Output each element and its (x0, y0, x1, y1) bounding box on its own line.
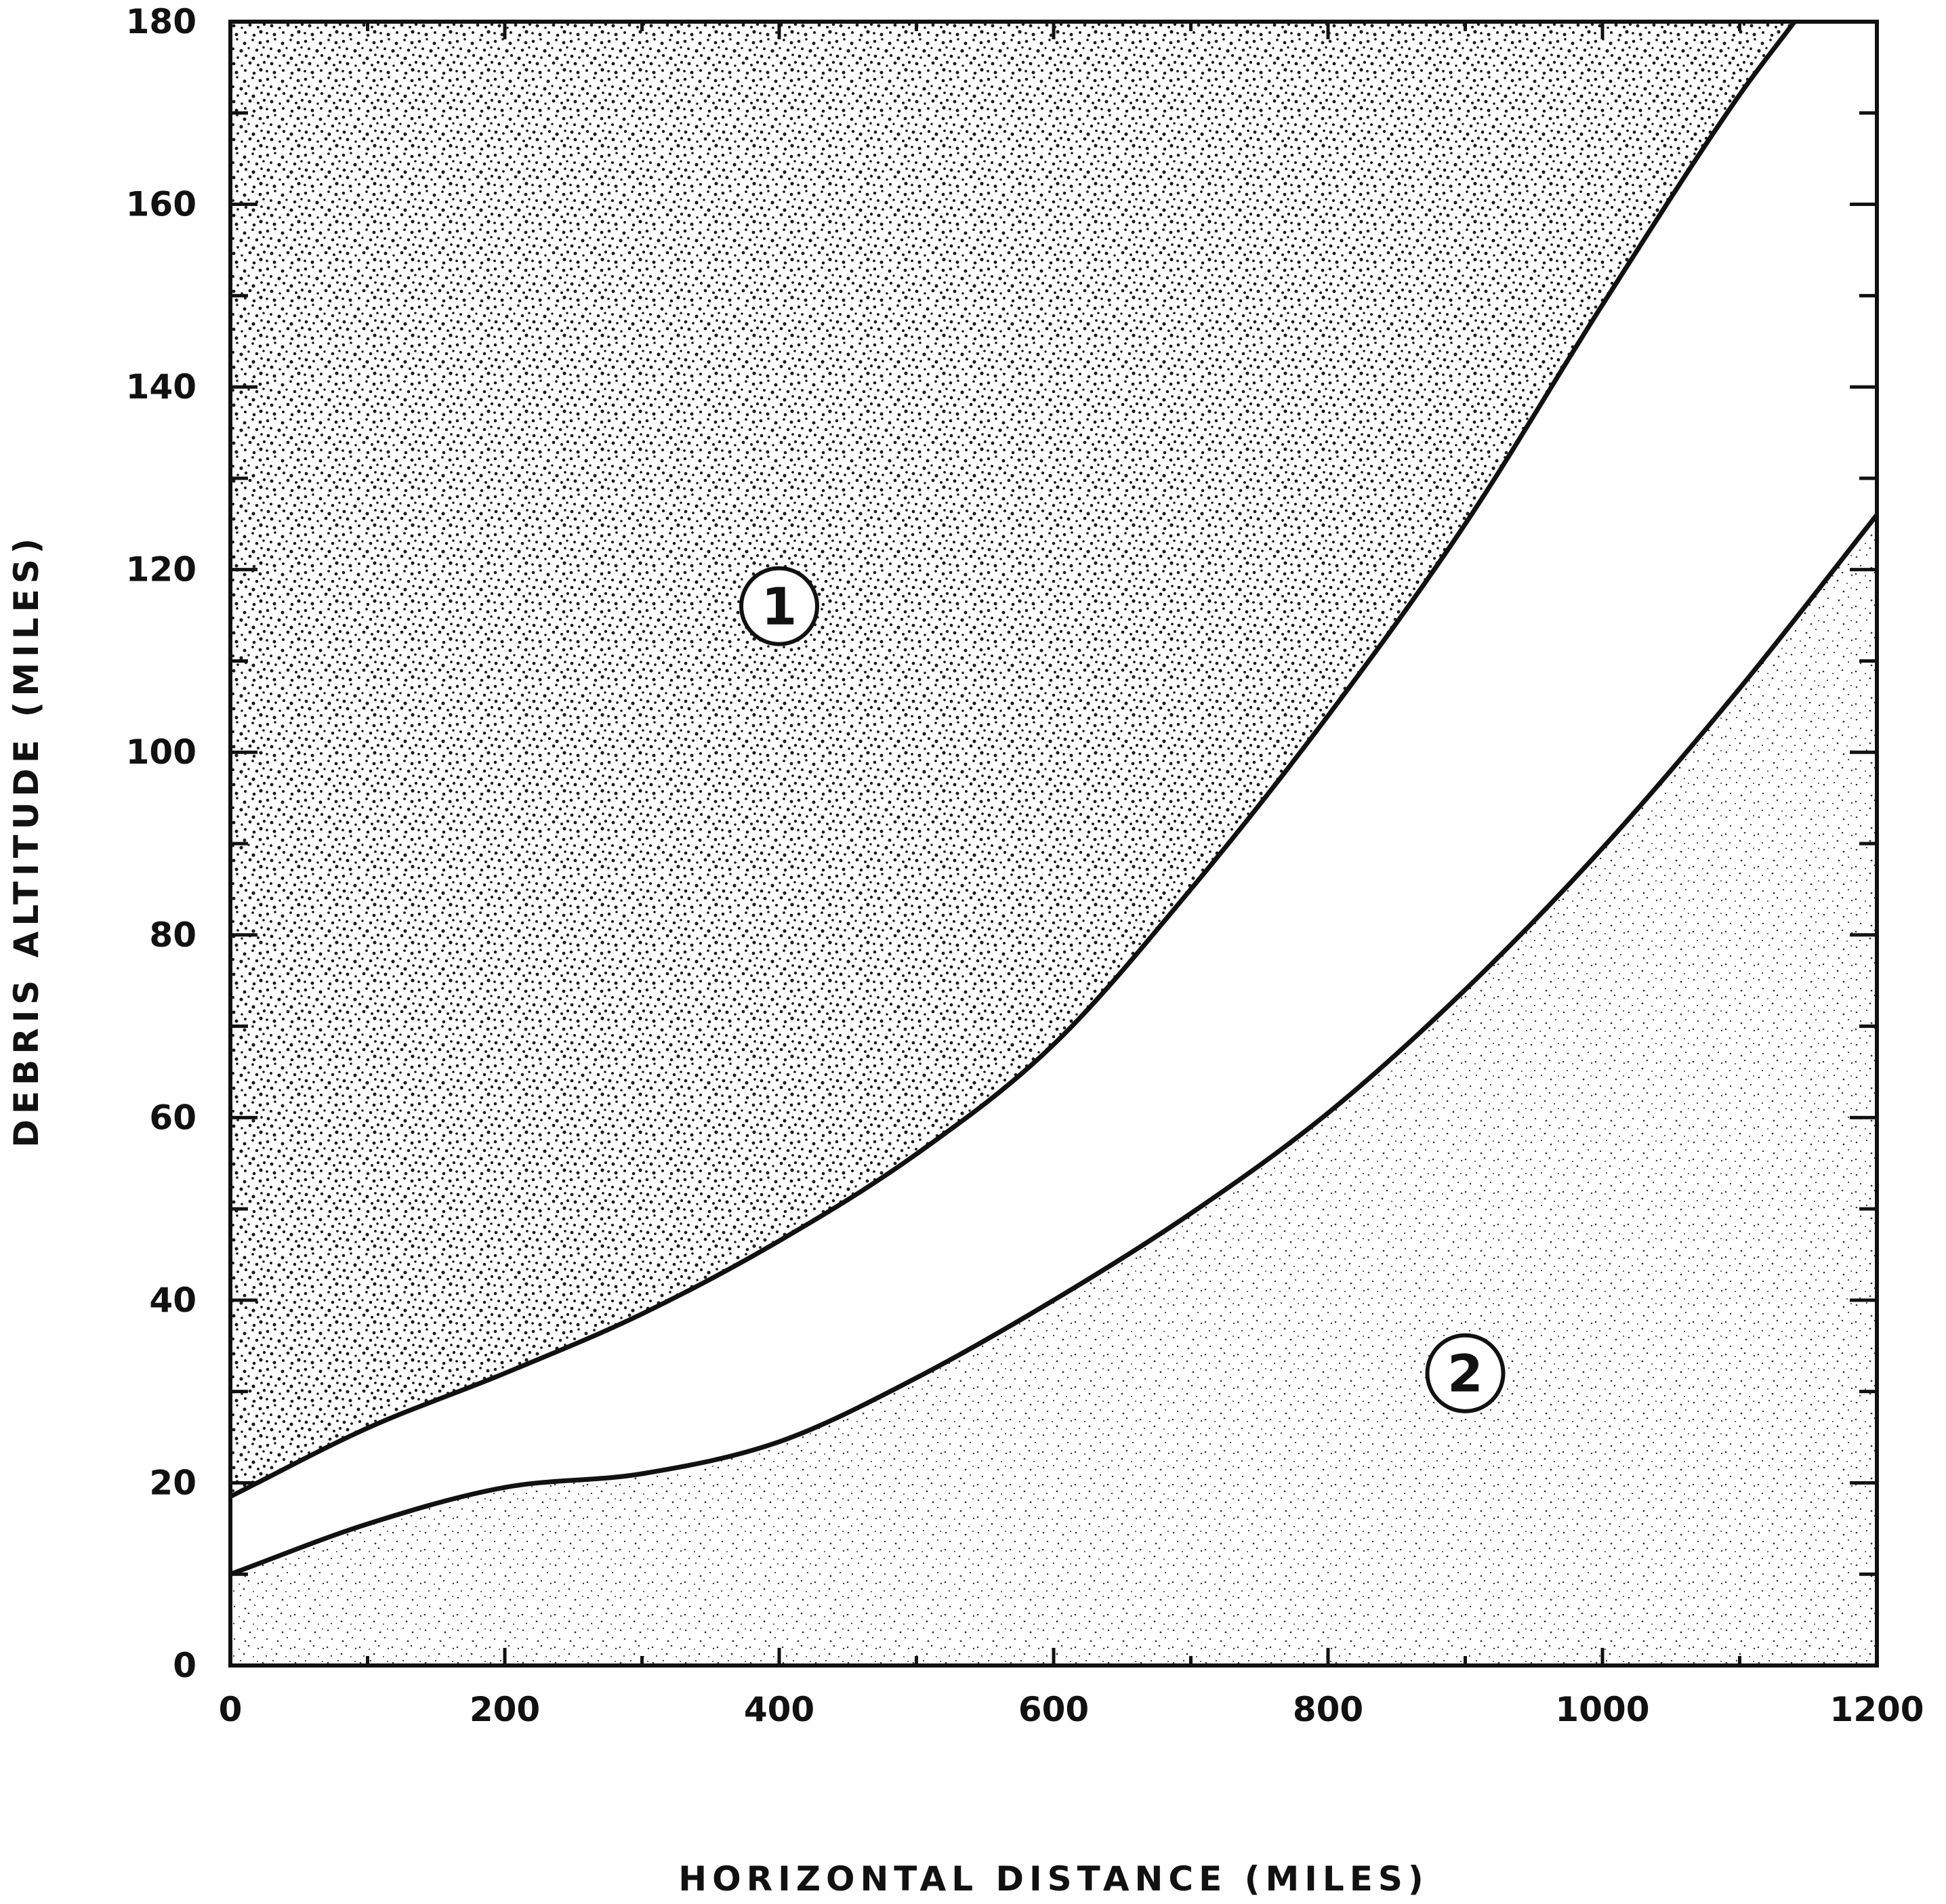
x-axis-label: HORIZONTAL DISTANCE (MILES) (678, 1859, 1428, 1899)
y-tick-label: 20 (149, 1463, 196, 1502)
y-tick-label: 160 (126, 185, 196, 224)
curves-layer (230, 22, 1877, 1577)
x-tick-label: 1000 (1555, 1690, 1649, 1729)
ticks-layer: 0 200 400 600 800 1000 1200 0 20 40 60 80 100 120 140 1… (126, 2, 1924, 1729)
x-tick-label: 400 (744, 1690, 814, 1729)
region-label-circle (1425, 1333, 1506, 1413)
region-label-text: 1 (762, 577, 798, 637)
x-tick-label: 200 (470, 1690, 540, 1729)
upper-boundary-line (230, 22, 1797, 1499)
lower-boundary-line (230, 512, 1877, 1577)
x-tick-label: 0 (219, 1690, 243, 1729)
y-tick-label: 80 (149, 915, 196, 955)
x-tick-label: 1200 (1829, 1690, 1924, 1729)
labels-layer: 12 (739, 566, 1506, 1413)
region-label-1: 1 (739, 566, 819, 646)
y-tick-label: 120 (126, 550, 196, 589)
region-label-text: 2 (1447, 1344, 1483, 1404)
region-label-2: 2 (1425, 1333, 1506, 1413)
y-tick-label: 140 (126, 367, 196, 407)
regions-layer (230, 22, 1877, 1665)
y-axis-label: DEBRIS ALTITUDE (MILES) (7, 533, 46, 1147)
y-tick-label: 40 (149, 1281, 196, 1320)
y-tick-label: 180 (126, 2, 196, 41)
y-tick-label: 0 (173, 1646, 196, 1685)
region-label-circle (739, 566, 819, 646)
x-tick-label: 600 (1018, 1690, 1089, 1729)
y-tick-label: 60 (149, 1098, 196, 1137)
x-tick-label: 800 (1293, 1690, 1363, 1729)
region-1-area (230, 22, 1795, 1497)
y-tick-label: 100 (126, 732, 196, 772)
